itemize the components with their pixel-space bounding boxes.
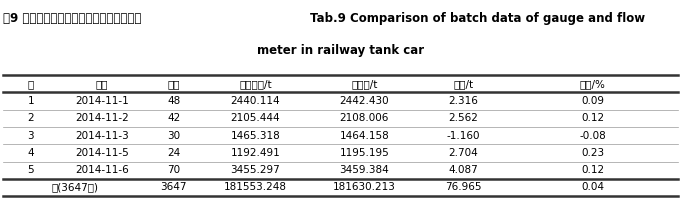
Text: 48: 48 — [167, 96, 180, 106]
Text: 2.562: 2.562 — [448, 113, 478, 123]
Text: 3647: 3647 — [161, 182, 187, 192]
Text: 差量/t: 差量/t — [453, 79, 473, 89]
Text: 表9 铁路罐车检尺与流量计批次数据的比对: 表9 铁路罐车检尺与流量计批次数据的比对 — [3, 12, 142, 25]
Text: 181630.213: 181630.213 — [333, 182, 396, 192]
Text: 24: 24 — [167, 148, 180, 158]
Text: 42: 42 — [167, 113, 180, 123]
Text: 4.087: 4.087 — [448, 165, 478, 175]
Text: 2014-11-6: 2014-11-6 — [76, 165, 129, 175]
Text: 0.12: 0.12 — [581, 165, 604, 175]
Text: 2.704: 2.704 — [448, 148, 478, 158]
Text: 5: 5 — [27, 165, 34, 175]
Text: 2442.430: 2442.430 — [340, 96, 389, 106]
Text: 2: 2 — [27, 113, 34, 123]
Text: 0.12: 0.12 — [581, 113, 604, 123]
Text: 2014-11-1: 2014-11-1 — [76, 96, 129, 106]
Text: 2108.006: 2108.006 — [340, 113, 389, 123]
Text: 检尺计量/t: 检尺计量/t — [239, 79, 272, 89]
Text: 3: 3 — [27, 131, 34, 141]
Text: 1464.158: 1464.158 — [339, 131, 390, 141]
Text: 4: 4 — [27, 148, 34, 158]
Text: 2.316: 2.316 — [448, 96, 478, 106]
Text: 2014-11-2: 2014-11-2 — [76, 113, 129, 123]
Text: 181553.248: 181553.248 — [224, 182, 287, 192]
Text: 70: 70 — [167, 165, 180, 175]
Text: 序: 序 — [27, 79, 34, 89]
Text: 2105.444: 2105.444 — [231, 113, 280, 123]
Text: 0.09: 0.09 — [581, 96, 604, 106]
Text: 2440.114: 2440.114 — [231, 96, 280, 106]
Text: 30: 30 — [167, 131, 180, 141]
Text: 3455.297: 3455.297 — [230, 165, 281, 175]
Text: 2014-11-3: 2014-11-3 — [76, 131, 129, 141]
Text: 流量计/t: 流量计/t — [351, 79, 377, 89]
Text: Tab.9 Comparison of batch data of gauge and flow: Tab.9 Comparison of batch data of gauge … — [310, 12, 645, 25]
Text: 3459.384: 3459.384 — [339, 165, 390, 175]
Text: 0.23: 0.23 — [581, 148, 604, 158]
Text: 2014-11-5: 2014-11-5 — [76, 148, 129, 158]
Text: 0.04: 0.04 — [581, 182, 604, 192]
Text: 车数: 车数 — [168, 79, 180, 89]
Text: 1: 1 — [27, 96, 34, 106]
Text: -1.160: -1.160 — [446, 131, 480, 141]
Text: 1192.491: 1192.491 — [230, 148, 281, 158]
Text: 1195.195: 1195.195 — [339, 148, 390, 158]
Text: 差率/%: 差率/% — [580, 79, 605, 89]
Text: 总(3647车): 总(3647车) — [51, 182, 99, 192]
Text: 1465.318: 1465.318 — [230, 131, 281, 141]
Text: 日期: 日期 — [96, 79, 108, 89]
Text: meter in railway tank car: meter in railway tank car — [257, 44, 424, 57]
Text: 76.965: 76.965 — [445, 182, 481, 192]
Text: -0.08: -0.08 — [579, 131, 606, 141]
